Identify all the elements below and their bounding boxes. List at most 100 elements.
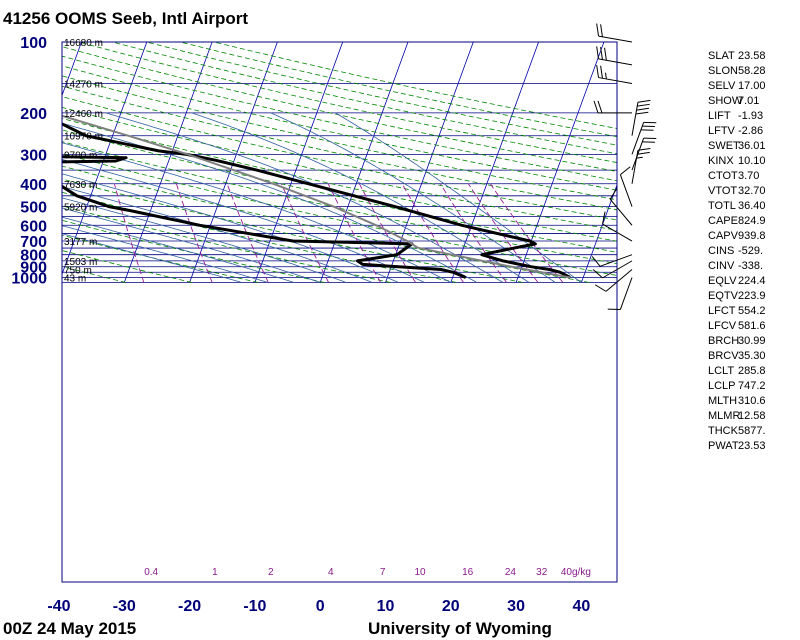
moist-adiabat-line (62, 225, 269, 283)
wind-barb-half (636, 156, 643, 159)
mixing-ratio-line (401, 183, 464, 283)
pressure-tick-label: 700 (20, 234, 47, 251)
index-row: SLON 58.28 (708, 64, 798, 79)
index-row: EQLV 224.4 (708, 274, 798, 289)
index-row: CINV -338. (708, 259, 798, 274)
mixing-ratio-line (226, 183, 269, 283)
temperature-line (62, 122, 571, 279)
wind-barb-staff (631, 138, 645, 171)
temperature-tick-label: 20 (442, 598, 460, 615)
index-key: CINS (708, 245, 735, 257)
sounding-curves (62, 114, 571, 279)
temperature-tick-label: 10 (377, 598, 395, 615)
wind-barb (596, 46, 633, 66)
index-row: LFCT 554.2 (708, 304, 798, 319)
wind-barb-flag (637, 99, 651, 103)
index-value: 285.8 (738, 365, 766, 377)
wind-barb-staff (602, 260, 633, 279)
index-row: LCLP 747.2 (708, 379, 798, 394)
dry-adiabat-line (62, 55, 617, 182)
index-value: 747.2 (738, 380, 766, 392)
axis-labels: 0.4 1 2 4 7 10 16 24 32 40g/kg1002003004005006007… (11, 35, 591, 615)
index-value: 35.30 (738, 350, 766, 362)
index-key: BRCV (708, 350, 739, 362)
dry-adiabat-line (62, 75, 617, 201)
dry-adiabat-line (62, 46, 617, 172)
temperature-tick-label: -10 (243, 598, 266, 615)
index-row: THCK 5877. (708, 424, 798, 439)
mixing-ratio-line (175, 183, 213, 283)
index-value: 581.6 (738, 320, 766, 332)
dry-adiabat-line (62, 85, 617, 211)
wind-barb-flag (602, 211, 606, 225)
wind-barb-flag (593, 100, 599, 114)
wind-barb-flag (600, 24, 603, 37)
isotherm-line (0, 42, 16, 282)
index-key: MLTH (708, 395, 738, 407)
index-key: SLON (708, 65, 738, 77)
index-key: TOTL (708, 200, 736, 212)
index-value: -529. (738, 245, 764, 257)
index-row: SELV 17.00 (708, 79, 798, 94)
index-value: 223.9 (738, 290, 766, 302)
mixing-ratio-label: 16 (462, 567, 474, 578)
index-key: CAPE (708, 215, 738, 227)
moist-adiabat-line (62, 216, 295, 283)
wind-barb-flag (600, 47, 603, 60)
wind-barb-flag (636, 107, 650, 111)
mixing-ratio-label: 4 (328, 567, 334, 578)
index-value: 32.70 (738, 185, 766, 197)
mixing-ratio-line (467, 183, 539, 283)
dry-adiabat-line (112, 42, 617, 155)
moist-adiabat-line (191, 112, 530, 283)
height-label: 9700 m (64, 150, 97, 161)
dry-adiabat-line (62, 65, 617, 191)
dry-adiabat-line (62, 153, 617, 276)
index-key: LCLP (708, 380, 736, 392)
index-value: -338. (738, 260, 764, 272)
pressure-tick-label: 400 (20, 177, 47, 194)
index-key: VTOT (708, 185, 738, 197)
index-value: 17.00 (738, 80, 766, 92)
temperature-tick-label: 0 (316, 598, 325, 615)
wind-barb (631, 121, 657, 155)
dry-adiabat-line (62, 205, 391, 283)
temperature-tick-label: 40 (572, 598, 590, 615)
height-label: 5920 m (64, 203, 97, 214)
height-label: 16680 m (64, 38, 103, 49)
pressure-tick-label: 1000 (11, 271, 47, 288)
wind-barb-staff (598, 77, 633, 84)
pressure-tick-label: 100 (20, 35, 47, 52)
wind-barb (631, 137, 657, 171)
index-key: THCK (708, 425, 738, 437)
wind-barb-flag (600, 65, 603, 79)
wind-barb-staff (599, 254, 633, 267)
index-row: BRCH 30.99 (708, 334, 798, 349)
index-key: SWET (708, 140, 740, 152)
wind-barb (591, 254, 633, 267)
moist-adiabat-line (335, 112, 582, 283)
index-value: 36.40 (738, 200, 766, 212)
wind-barb-flag (596, 46, 600, 59)
index-row: BRCV 35.30 (708, 349, 798, 364)
isotherm-line (189, 42, 278, 283)
wind-barb (619, 166, 633, 207)
pressure-tick-label: 800 (20, 248, 47, 265)
wind-barb (596, 23, 633, 43)
wind-barb-flag (620, 166, 631, 176)
height-label: 1503 m (64, 257, 97, 268)
index-value: -1.93 (738, 110, 764, 122)
index-value: 5877. (738, 425, 766, 437)
index-value: 939.8 (738, 230, 766, 242)
wind-barb (602, 211, 633, 242)
wind-barbs (591, 23, 657, 310)
date-label: 00Z 24 May 2015 (3, 619, 136, 638)
dry-adiabat-line (62, 178, 524, 283)
temperature-tick-label: -20 (178, 598, 201, 615)
moist-adiabat-line (62, 207, 321, 283)
wind-barb-staff (598, 58, 633, 66)
wind-barb-flag (596, 23, 600, 37)
plot-frame (61, 41, 618, 583)
dry-adiabat-line (78, 42, 617, 163)
